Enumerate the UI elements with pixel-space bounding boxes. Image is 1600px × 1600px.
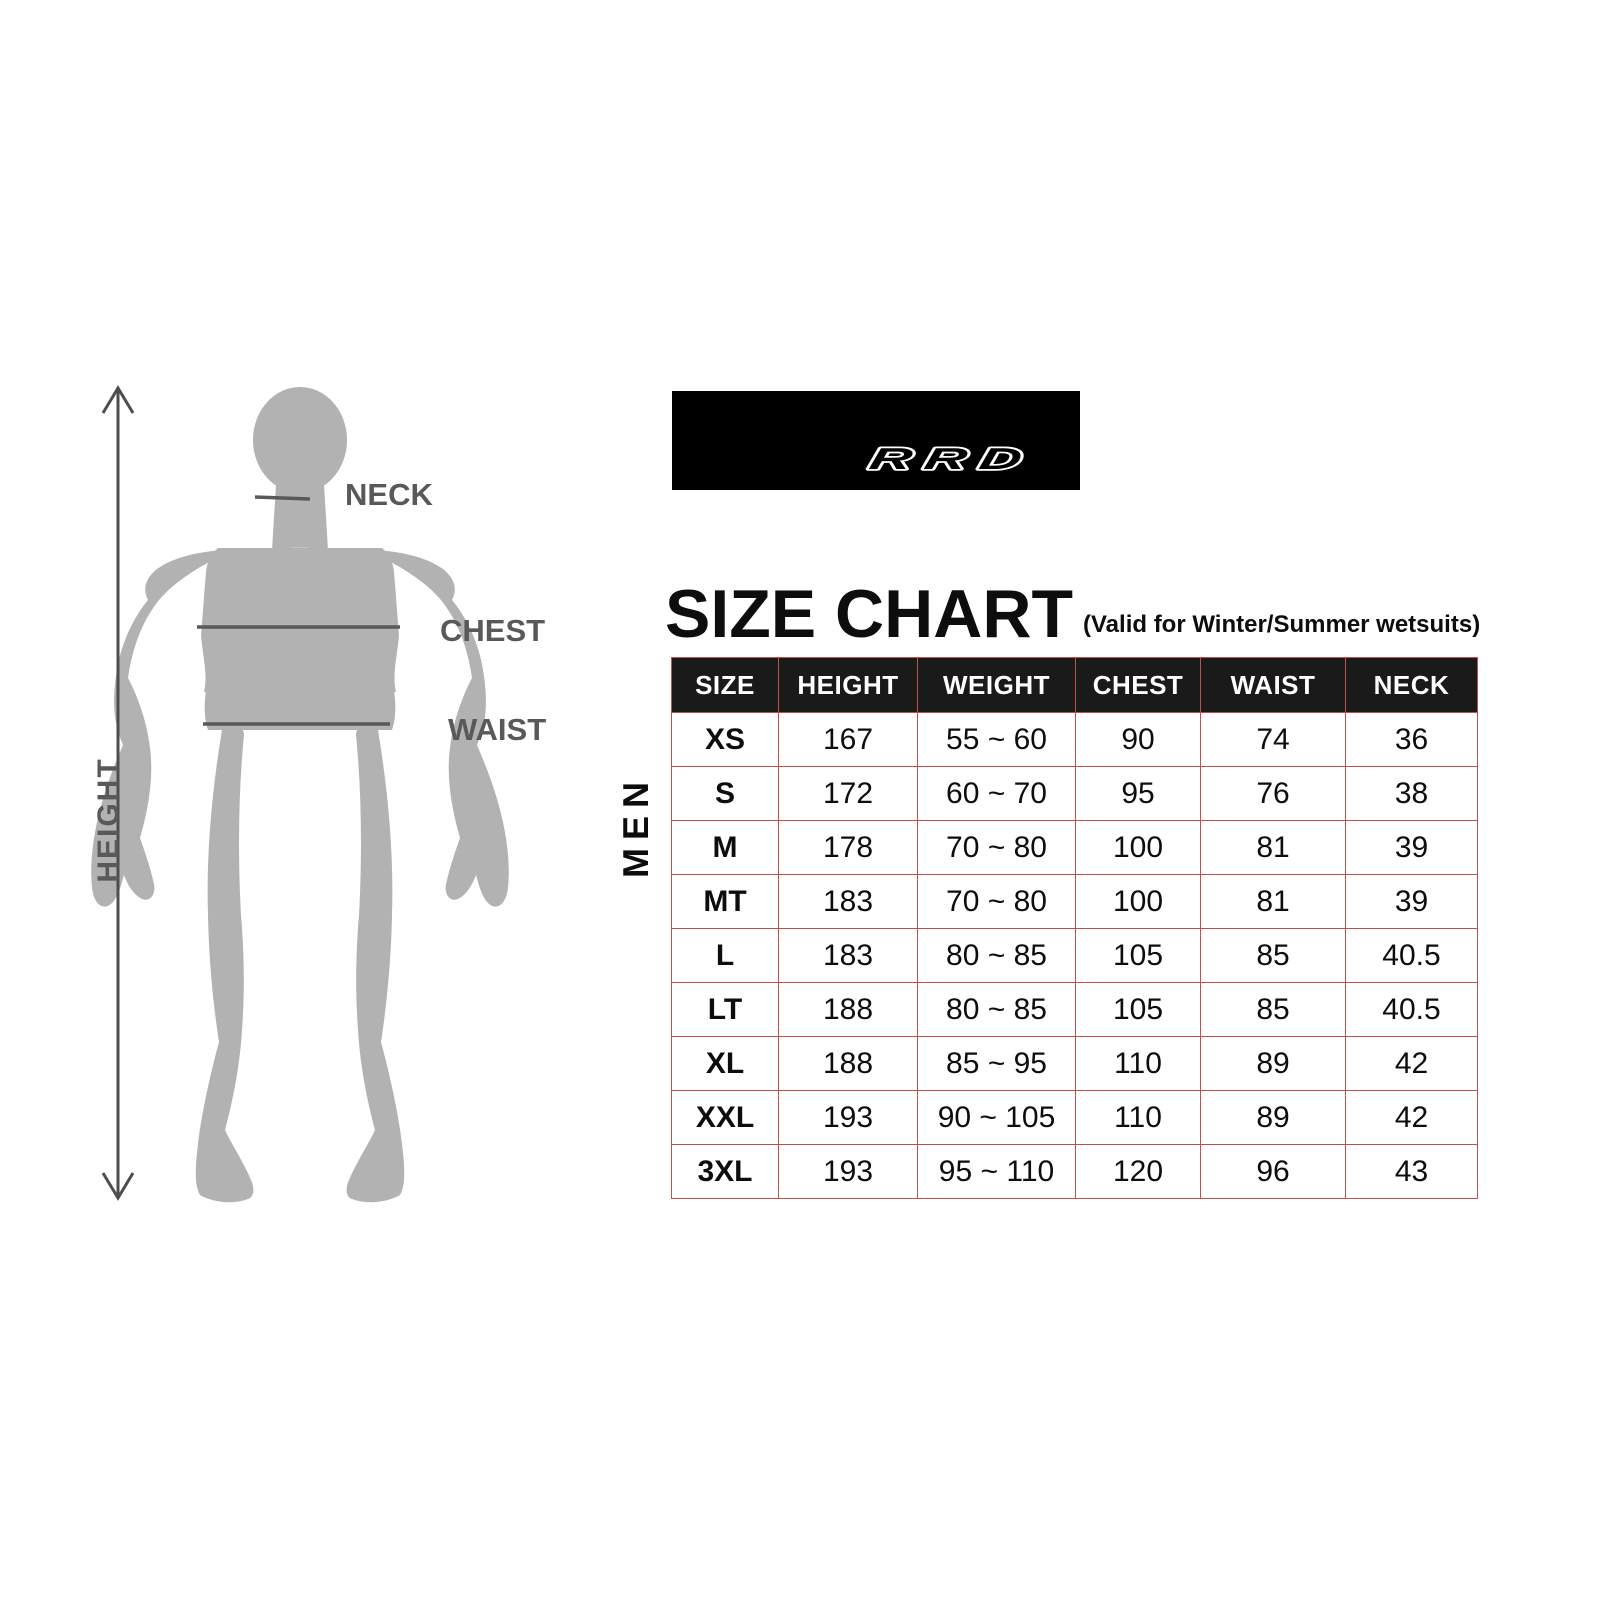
svg-text:HEIGHT: HEIGHT bbox=[92, 757, 125, 882]
svg-text:(Valid for Winter/Summer wetsu: (Valid for Winter/Summer wetsuits) bbox=[1083, 611, 1480, 638]
svg-text:SIZE CHART: SIZE CHART bbox=[665, 576, 1073, 652]
svg-text:NECK: NECK bbox=[345, 477, 433, 512]
svg-text:RRD: RRD bbox=[866, 442, 1038, 476]
svg-text:WAIST: WAIST bbox=[448, 712, 546, 747]
svg-text:CHEST: CHEST bbox=[440, 613, 545, 648]
